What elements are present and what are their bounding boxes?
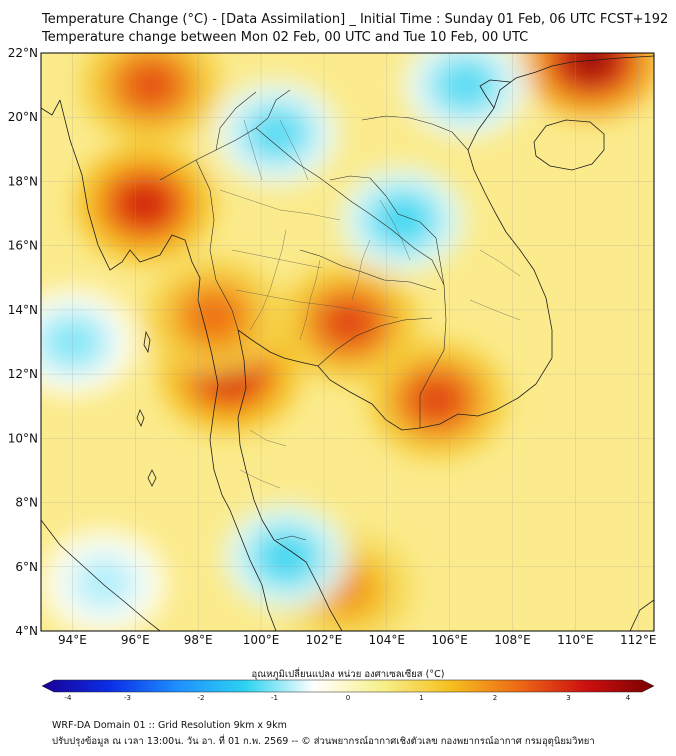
- coastlines: [41, 55, 654, 631]
- map-figure: 4°N 6°N 8°N 10°N 12°N 14°N 16°N 18°N 20°N 22°N 94…: [8, 46, 657, 702]
- lat-tick-label: 6°N: [15, 560, 38, 574]
- temperature-field: [41, 53, 654, 631]
- colorbar-tick-label: -2: [198, 694, 205, 702]
- warm-area-1-ring-2: [125, 63, 178, 108]
- colorbar-tick-label: 1: [419, 694, 423, 702]
- cool-area-5-ring-2: [80, 562, 128, 603]
- lon-tick-label: 110°E: [557, 633, 594, 647]
- colorbar-tick-label: -1: [271, 694, 278, 702]
- lon-tick-label: 104°E: [369, 633, 406, 647]
- country-borders: [159, 89, 469, 541]
- footer-update-info: ปรับปรุงข้อมูล ณ เวลา 13:00น. วัน อา. ที…: [52, 736, 595, 747]
- lon-tick-label: 108°E: [494, 633, 531, 647]
- lon-tick-label: 106°E: [431, 633, 468, 647]
- lat-tick-label: 18°N: [8, 174, 38, 188]
- lon-tick-label: 98°E: [184, 633, 213, 647]
- lon-tick-label: 100°E: [243, 633, 280, 647]
- lat-tick-label: 14°N: [8, 303, 38, 317]
- footer-model-info: WRF-DA Domain 01 :: Grid Resolution 9km …: [52, 720, 287, 731]
- lon-tick-label: 96°E: [121, 633, 150, 647]
- warm-area-4-ring-2: [411, 377, 464, 422]
- colorbar: อุณหภูมิเปลี่ยนแปลง หน่วย องศาเซลเซียส (…: [41, 667, 655, 702]
- colorbar-tick-label: -3: [124, 694, 131, 702]
- latitude-tick-labels: 4°N 6°N 8°N 10°N 12°N 14°N 16°N 18°N 20°N 22°N: [8, 46, 38, 638]
- map-frame: [40, 52, 655, 632]
- warm-area-6-ring-2: [187, 294, 240, 339]
- colorbar-tick-label: 2: [493, 694, 497, 702]
- lat-tick-label: 4°N: [15, 624, 38, 638]
- lat-tick-label: 10°N: [8, 431, 38, 445]
- lat-tick-label: 8°N: [15, 496, 38, 510]
- warm-area-3-ring-2: [323, 300, 376, 345]
- lat-tick-label: 20°N: [8, 110, 38, 124]
- lat-tick-label: 22°N: [8, 46, 38, 60]
- graticule: [41, 53, 654, 631]
- colorbar-tick-label: -4: [65, 694, 73, 702]
- colorbar-tick-label: 3: [566, 694, 570, 702]
- cool-area-1-ring-2: [379, 200, 426, 240]
- lon-tick-label: 102°E: [306, 633, 343, 647]
- page-title: Temperature Change (°C) - [Data Assimila…: [42, 12, 669, 27]
- colorbar-ramp: [41, 679, 655, 693]
- colorbar-ticks: -4 -3 -2 -1 0 1 2 3 4: [65, 694, 631, 702]
- colorbar-label: อุณหภูมิเปลี่ยนแปลง หน่วย องศาเซลเซียส (…: [252, 667, 445, 680]
- warm-area-5-ring-2: [565, 53, 618, 82]
- colorbar-tick-label: 4: [626, 694, 631, 702]
- colorbar-tick-label: 0: [346, 694, 350, 702]
- map-panel: [40, 52, 655, 632]
- cool-area-2-ring-2: [441, 65, 489, 106]
- cool-area-0-ring-2: [253, 113, 301, 154]
- lon-tick-label: 94°E: [58, 633, 87, 647]
- longitude-tick-labels: 94°E 96°E 98°E 100°E 102°E 104°E 106°E 108°E 110…: [58, 633, 657, 647]
- lat-tick-label: 16°N: [8, 239, 38, 253]
- cool-area-3-ring-2: [262, 537, 310, 578]
- lat-tick-label: 12°N: [8, 367, 38, 381]
- page-subtitle: Temperature change between Mon 02 Feb, 0…: [42, 30, 529, 45]
- warm-area-0-ring-2: [118, 181, 171, 227]
- lon-tick-label: 112°E: [620, 633, 657, 647]
